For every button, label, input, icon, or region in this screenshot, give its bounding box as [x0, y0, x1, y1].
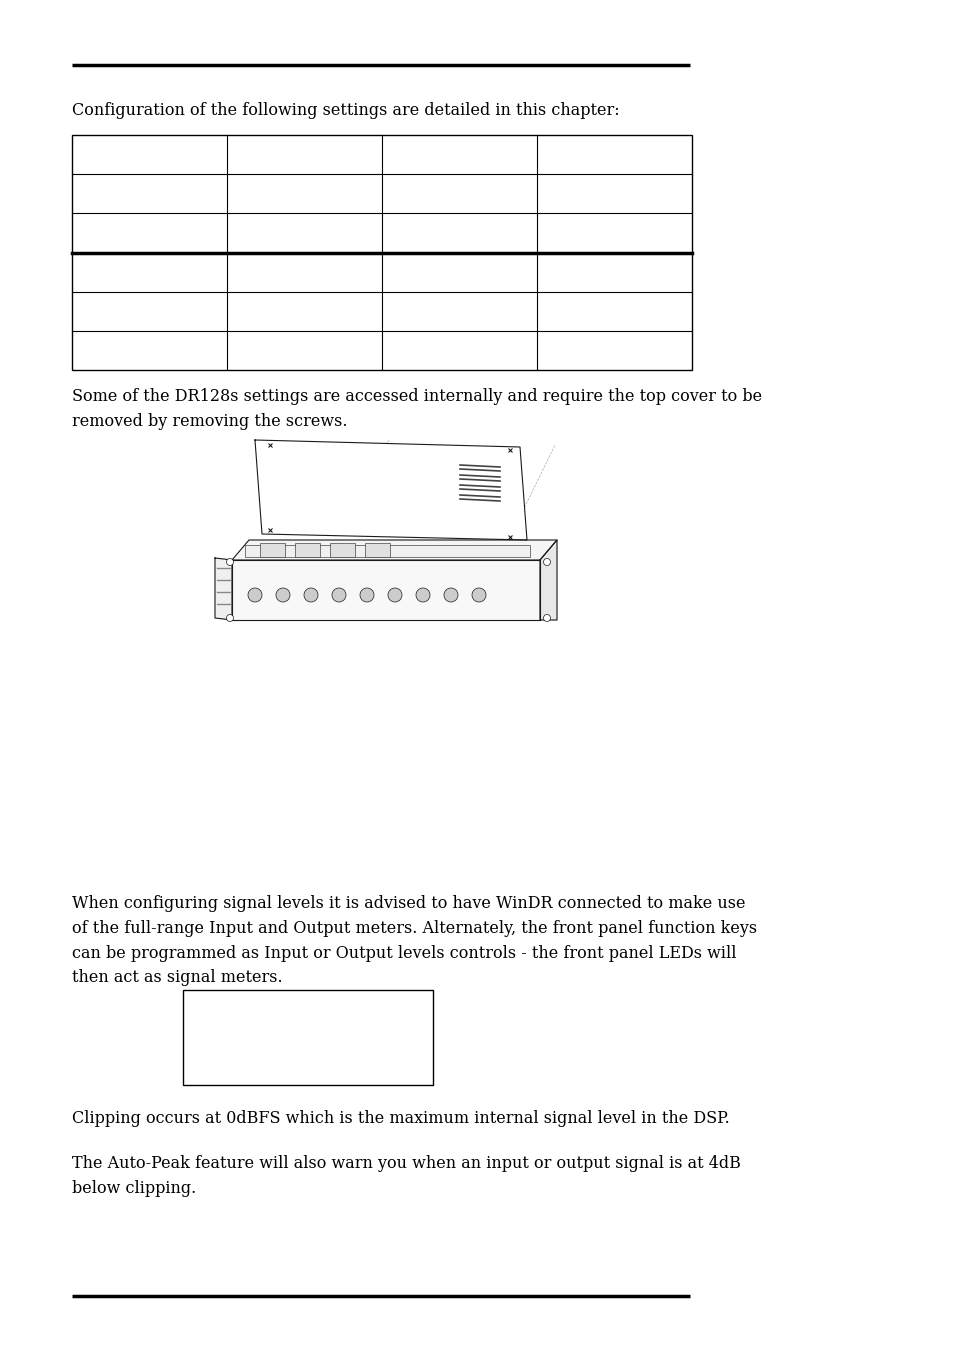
- Text: When configuring signal levels it is advised to have WinDR connected to make use: When configuring signal levels it is adv…: [71, 894, 757, 986]
- Bar: [183, 990, 433, 1085]
- Bar: [330, 543, 355, 557]
- Polygon shape: [214, 558, 232, 620]
- Circle shape: [304, 588, 317, 603]
- Text: Clipping occurs at 0dBFS which is the maximum internal signal level in the DSP.: Clipping occurs at 0dBFS which is the ma…: [71, 1111, 729, 1127]
- Circle shape: [543, 558, 550, 566]
- Text: Some of the DR128s settings are accessed internally and require the top cover to: Some of the DR128s settings are accessed…: [71, 388, 761, 430]
- Polygon shape: [232, 561, 539, 620]
- Polygon shape: [539, 540, 557, 620]
- Bar: [294, 543, 319, 557]
- Circle shape: [332, 588, 346, 603]
- Circle shape: [388, 588, 401, 603]
- Polygon shape: [254, 440, 526, 540]
- Circle shape: [248, 588, 262, 603]
- Text: The Auto-Peak feature will also warn you when an input or output signal is at 4d: The Auto-Peak feature will also warn you…: [71, 1155, 740, 1197]
- Circle shape: [416, 588, 430, 603]
- Circle shape: [275, 588, 290, 603]
- Bar: [260, 543, 285, 557]
- Circle shape: [226, 558, 233, 566]
- Bar: [365, 543, 390, 557]
- Circle shape: [443, 588, 457, 603]
- Circle shape: [359, 588, 374, 603]
- Bar: [71, 135, 691, 370]
- Polygon shape: [232, 540, 557, 561]
- Text: Configuration of the following settings are detailed in this chapter:: Configuration of the following settings …: [71, 101, 619, 119]
- Circle shape: [226, 615, 233, 621]
- Bar: [245, 544, 530, 557]
- Circle shape: [543, 615, 550, 621]
- Circle shape: [472, 588, 485, 603]
